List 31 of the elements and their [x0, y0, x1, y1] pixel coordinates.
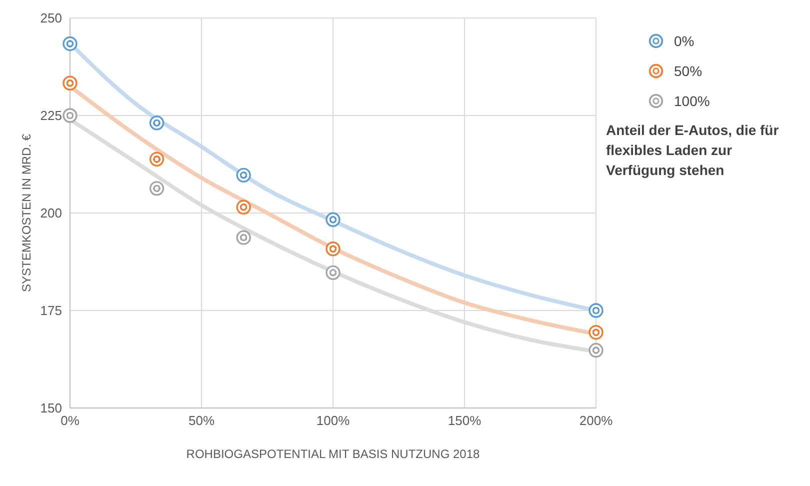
legend-title: Anteil der E-Autos, die für flexibles Laden zur Verfügung stehen: [606, 121, 780, 180]
point: [149, 152, 164, 167]
y-tick-label: 200: [40, 206, 62, 221]
point: [62, 36, 78, 52]
point: [588, 303, 604, 318]
x-axis-title: ROHBIOGASPOTENTIAL MIT BASIS NUTZUNG 2018: [186, 447, 480, 461]
y-tick-label: 250: [40, 10, 62, 26]
y-tick-label: 150: [40, 400, 62, 416]
point: [236, 230, 251, 245]
point: [326, 242, 340, 256]
legend-label: 0%: [674, 33, 694, 49]
x-tick-label: 200%: [579, 413, 614, 428]
point: [62, 108, 78, 123]
point: [236, 168, 251, 183]
x-tick-label: 0%: [60, 413, 80, 428]
point: [149, 181, 164, 196]
y-axis-title: SYSTEMKOSTEN IN MRD. €: [19, 134, 34, 292]
y-tick-label: 225: [40, 108, 62, 124]
x-tick-label: 50%: [188, 413, 215, 428]
point: [149, 116, 164, 130]
point: [588, 324, 604, 340]
x-tick-label: 150%: [448, 413, 482, 428]
point: [588, 342, 604, 358]
point: [62, 76, 78, 90]
point: [326, 212, 340, 227]
y-tick-label: 175: [40, 303, 62, 318]
legend-label: 50%: [674, 63, 702, 79]
point: [326, 265, 340, 280]
legend-label: 100%: [674, 93, 710, 109]
x-tick-label: 100%: [316, 413, 350, 428]
point: [236, 200, 251, 214]
